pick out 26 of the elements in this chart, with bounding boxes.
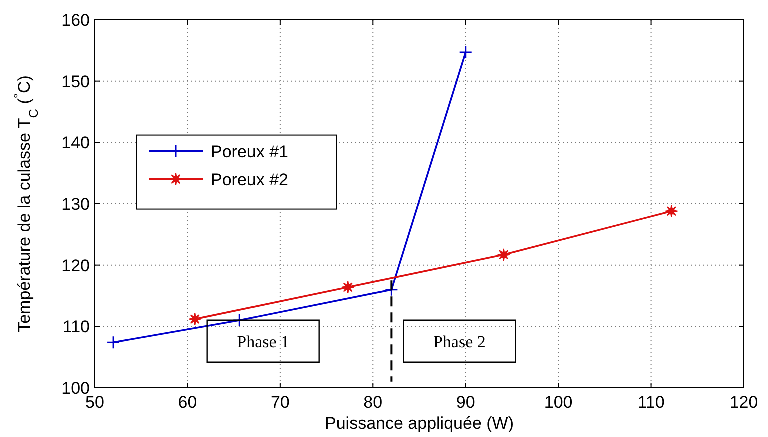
x-tick-label: 70 (270, 393, 290, 412)
x-axis-title: Puissance appliquée (W) (325, 414, 514, 433)
y-tick-label: 140 (62, 134, 90, 153)
y-tick-label: 160 (62, 11, 90, 30)
x-tick-label: 60 (178, 393, 198, 412)
point (342, 280, 355, 294)
legend-label: Poreux #1 (211, 142, 288, 162)
x-tick-label: 100 (544, 393, 573, 412)
y-tick-label: 130 (62, 195, 90, 214)
y-tick-label: 150 (62, 72, 90, 92)
point (459, 46, 473, 60)
point (665, 204, 678, 218)
point (497, 248, 510, 262)
y-tick-label: 120 (62, 256, 90, 276)
legend-label: Poreux #2 (211, 170, 288, 190)
x-tick-label: 50 (86, 393, 104, 412)
x-tick-label: 90 (456, 393, 476, 412)
x-tick-label: 120 (730, 393, 758, 412)
y-tick-label: 110 (62, 318, 90, 337)
x-tick-label: 80 (364, 393, 383, 412)
x-tick-label: 110 (638, 393, 665, 412)
point (188, 312, 202, 326)
annotation: Phase 1 (237, 332, 290, 352)
annotation: Phase 2 (433, 332, 486, 352)
point (106, 336, 120, 350)
point (232, 314, 246, 328)
